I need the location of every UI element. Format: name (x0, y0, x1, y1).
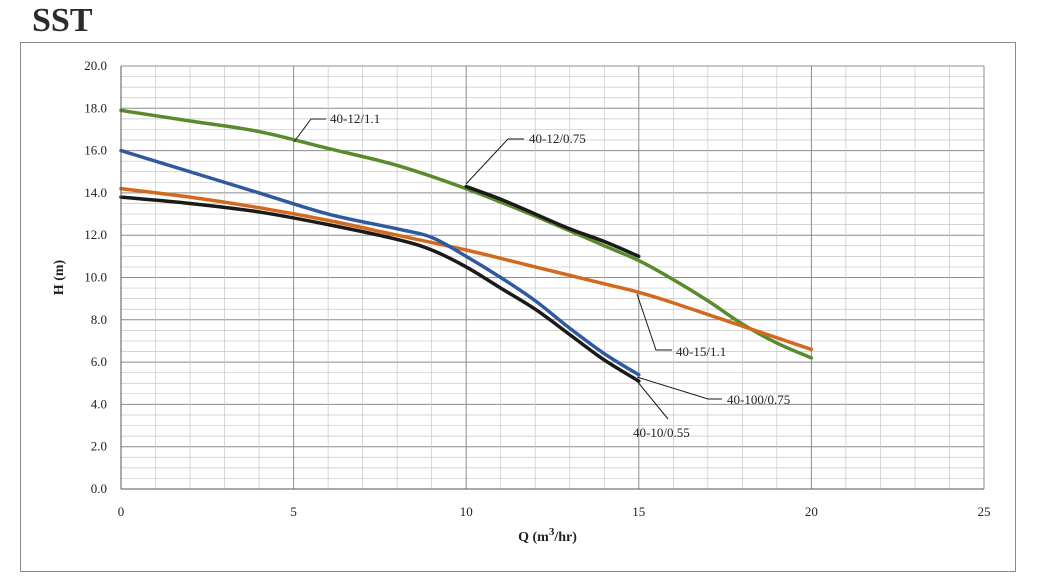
x-tick-label: 5 (290, 504, 297, 519)
axis-layer: 0.0 2.0 4.0 6.0 8.0 10.0 12.0 14.0 16.0 18.0 20.0 0… (52, 58, 991, 545)
x-axis-title: Q (m3/hr) (518, 526, 577, 545)
curve-label-4: 40-100/0.75 (727, 392, 790, 407)
chart-frame (20, 42, 1016, 572)
series-line-3 (119, 186, 814, 352)
y-tick-label: 2.0 (91, 439, 107, 454)
leader-line-5 (636, 380, 669, 420)
y-axis-title: H (m) (52, 259, 67, 295)
leader-line-3 (636, 293, 672, 351)
curve-label-5: 40-10/0.55 (633, 425, 690, 440)
y-tick-label: 14.0 (84, 185, 107, 200)
grid-layer (120, 65, 985, 490)
x-tick-label: 0 (118, 504, 125, 519)
x-tick-label: 10 (460, 504, 473, 519)
y-tick-label: 0.0 (91, 481, 107, 496)
y-tick-label: 16.0 (84, 143, 107, 158)
series-line-2 (464, 184, 641, 259)
label-layer: 40-12/1.1 40-12/0.75 40-15/1.1 40-100/0.75 4… (293, 111, 790, 440)
series-line-4 (119, 148, 641, 377)
series-layer (119, 108, 814, 383)
x-tick-label: 15 (632, 504, 645, 519)
y-tick-label: 8.0 (91, 312, 107, 327)
series-line-1 (119, 108, 814, 360)
y-tick-label: 18.0 (84, 100, 107, 115)
curve-label-3: 40-15/1.1 (676, 344, 726, 359)
leader-line-4 (636, 376, 722, 400)
page-title: SST (32, 2, 93, 39)
leader-line-1 (293, 118, 326, 143)
series-line-5 (119, 195, 641, 383)
curve-label-1: 40-12/1.1 (330, 111, 380, 126)
y-tick-label: 12.0 (84, 227, 107, 242)
leader-line-2 (465, 138, 524, 185)
y-tick-label: 10.0 (84, 270, 107, 285)
y-tick-label: 4.0 (91, 396, 107, 411)
y-tick-label: 6.0 (91, 354, 107, 369)
x-tick-label: 25 (978, 504, 991, 519)
curve-label-2: 40-12/0.75 (529, 131, 586, 146)
x-tick-label: 20 (805, 504, 818, 519)
y-tick-label: 20.0 (84, 58, 107, 73)
